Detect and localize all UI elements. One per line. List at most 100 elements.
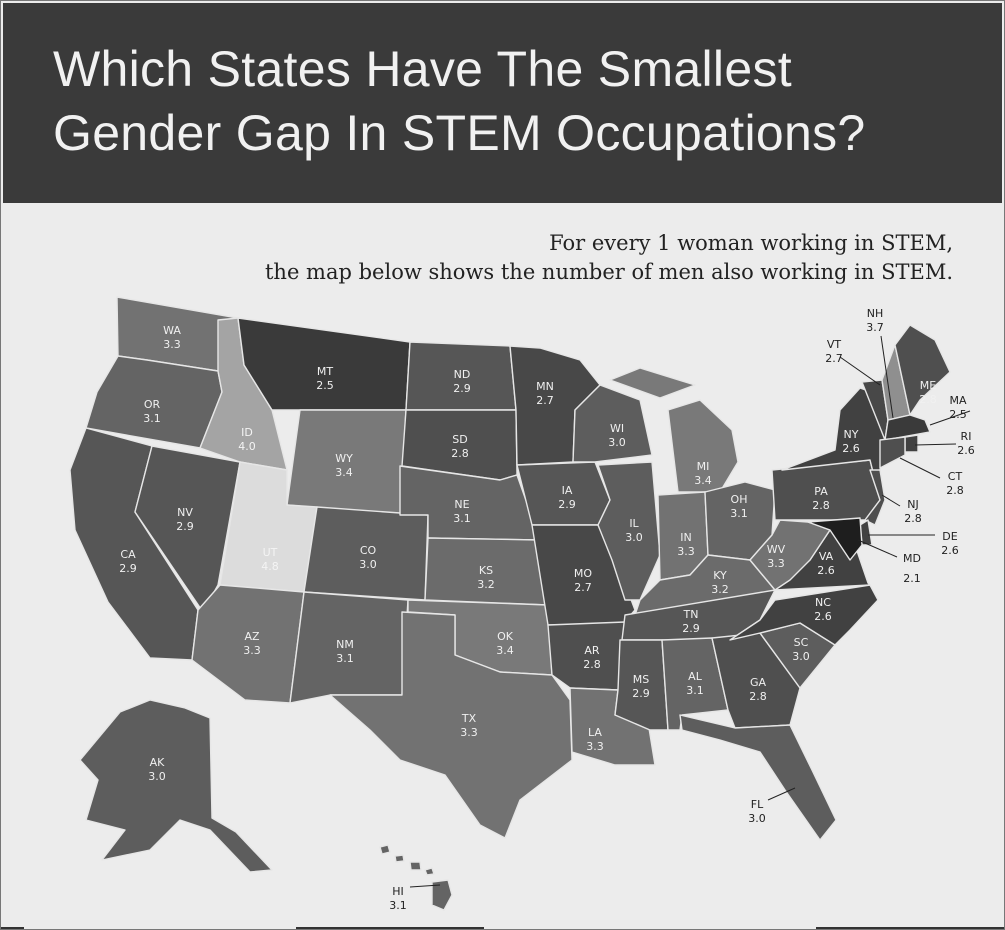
state-value-or: 3.1 [143, 412, 161, 425]
state-label-ks: KS3.2 [477, 564, 495, 591]
state-value-md: 2.1 [903, 572, 921, 585]
state-abbr-ct: CT [948, 470, 963, 483]
state-value-az: 3.3 [243, 644, 261, 657]
state-abbr-wv: WV [767, 543, 786, 556]
state-value-ar: 2.8 [583, 658, 601, 671]
state-nj[interactable] [864, 469, 886, 526]
state-wi[interactable] [572, 384, 653, 463]
state-value-ia: 2.9 [558, 498, 576, 511]
state-abbr-nv: NV [177, 506, 193, 519]
state-value-ny: 2.6 [842, 442, 860, 455]
state-value-ms: 2.9 [632, 687, 650, 700]
state-tx[interactable] [329, 611, 573, 839]
state-abbr-me: ME [920, 379, 936, 392]
state-abbr-ga: GA [750, 676, 767, 689]
state-label-sd: SD2.8 [451, 433, 469, 460]
state-abbr-ma: MA [949, 394, 966, 407]
state-value-ct: 2.8 [946, 484, 964, 497]
state-abbr-vt: VT [827, 338, 842, 351]
state-label-ca: CA2.9 [119, 548, 137, 575]
state-abbr-nc: NC [815, 596, 831, 609]
state-value-al: 3.1 [686, 684, 704, 697]
state-value-wy: 3.4 [335, 466, 353, 479]
state-label-ia: IA2.9 [558, 484, 576, 511]
state-label-la: LA3.3 [586, 726, 604, 753]
state-label-wa: WA3.3 [163, 324, 181, 351]
state-abbr-va: VA [819, 550, 834, 563]
state-abbr-ky: KY [713, 569, 727, 582]
state-md[interactable] [807, 517, 863, 561]
state-ri[interactable] [904, 434, 919, 453]
state-value-ks: 3.2 [477, 578, 495, 591]
footer-bar-right [816, 927, 1005, 930]
title-banner: Which States Have The Smallest Gender Ga… [3, 3, 1002, 203]
state-value-pa: 2.8 [812, 499, 830, 512]
state-value-wa: 3.3 [163, 338, 181, 351]
state-label-wi: WI3.0 [608, 422, 626, 449]
state-label-ga: GA2.8 [749, 676, 767, 703]
state-label-nv: NV2.9 [176, 506, 194, 533]
state-mi[interactable] [609, 367, 739, 493]
state-abbr-tn: TN [683, 608, 699, 621]
state-ma[interactable] [884, 414, 931, 441]
state-value-vt: 2.7 [825, 352, 843, 365]
state-value-mo: 2.7 [574, 581, 592, 594]
state-label-nj: NJ2.8 [904, 498, 922, 525]
state-abbr-ok: OK [497, 630, 514, 643]
state-abbr-nj: NJ [907, 498, 918, 511]
state-nc[interactable] [729, 584, 879, 646]
state-hi[interactable] [379, 844, 453, 911]
state-label-nd: ND2.9 [453, 368, 471, 395]
state-abbr-mt: MT [317, 365, 333, 378]
state-label-ok: OK3.4 [496, 630, 514, 657]
state-label-mo: MO2.7 [574, 567, 592, 594]
state-label-ky: KY3.2 [711, 569, 729, 596]
state-abbr-co: CO [360, 544, 377, 557]
state-value-sd: 2.8 [451, 447, 469, 460]
state-abbr-sd: SD [452, 433, 467, 446]
state-label-or: OR3.1 [143, 398, 161, 425]
state-label-nc: NC2.6 [814, 596, 832, 623]
state-il[interactable] [597, 461, 661, 601]
state-label-al: AL3.1 [686, 670, 704, 697]
state-label-ny: NY2.6 [842, 428, 860, 455]
state-value-mi: 3.4 [694, 474, 712, 487]
state-ak[interactable] [79, 699, 273, 873]
state-abbr-fl: FL [751, 798, 764, 811]
state-mt[interactable] [237, 317, 411, 411]
state-label-ri: RI2.6 [957, 430, 975, 457]
state-label-mt: MT2.5 [316, 365, 334, 392]
state-abbr-wi: WI [610, 422, 624, 435]
state-abbr-md: MD [903, 552, 921, 565]
state-value-co: 3.0 [359, 558, 377, 571]
vt-leader-line [839, 356, 881, 386]
state-ct[interactable] [879, 436, 906, 469]
state-value-ca: 2.9 [119, 562, 137, 575]
hi-leader-line [409, 884, 441, 888]
state-abbr-ks: KS [479, 564, 493, 577]
state-label-nm: NM3.1 [336, 638, 354, 665]
state-abbr-la: LA [588, 726, 602, 739]
ct-leader-line [899, 457, 941, 479]
state-value-ga: 2.8 [749, 690, 767, 703]
state-label-az: AZ3.3 [243, 630, 261, 657]
state-label-ut: UT4.8 [261, 546, 279, 573]
state-label-sc: SC3.0 [792, 636, 810, 663]
state-abbr-id: ID [241, 426, 253, 439]
state-abbr-nh: NH [867, 307, 884, 320]
state-label-hi: HI3.1 [389, 885, 407, 912]
state-value-de: 2.6 [941, 544, 959, 557]
state-label-ct: CT2.8 [946, 470, 964, 497]
state-value-ma: 2.5 [949, 408, 967, 421]
state-abbr-al: AL [688, 670, 703, 683]
state-abbr-tx: TX [461, 712, 477, 725]
state-label-co: CO3.0 [359, 544, 377, 571]
state-abbr-hi: HI [392, 885, 404, 898]
state-label-mi: MI3.4 [694, 460, 712, 487]
state-label-va: VA2.6 [817, 550, 835, 577]
state-abbr-mo: MO [574, 567, 592, 580]
state-fl[interactable] [679, 714, 837, 841]
state-value-nd: 2.9 [453, 382, 471, 395]
state-value-ok: 3.4 [496, 644, 514, 657]
